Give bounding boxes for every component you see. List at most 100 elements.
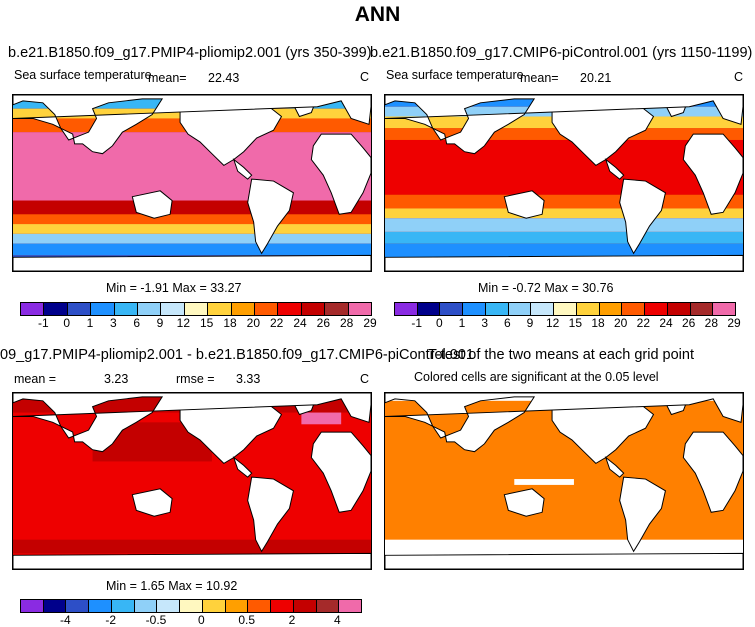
colorbar-tick-label: 29: [363, 316, 377, 330]
colorbar-tick-label: 0: [197, 613, 205, 627]
colorbar-tick-label: 26: [316, 316, 331, 330]
colorbar-swatch: [713, 303, 736, 315]
colorbar-tick-label: 24: [293, 316, 307, 330]
min-max-label: Min = -1.91 Max = 33.27: [106, 281, 242, 295]
colorbar-tick-label: 20: [246, 316, 261, 330]
colorbar-abs-1: [20, 302, 372, 316]
colorbar-swatch: [43, 600, 67, 612]
min-max-label: Min = 1.65 Max = 10.92: [106, 579, 238, 593]
mean-label: mean=: [520, 71, 559, 85]
colorbar-swatch: [576, 303, 600, 315]
colorbar-swatch: [44, 303, 68, 315]
colorbar-tick-label: 3: [481, 316, 488, 330]
rmse-label: rmse =: [176, 372, 215, 386]
colorbar-tick-label: 6: [133, 316, 140, 330]
colorbar-tick-label: 22: [269, 316, 284, 330]
units-label: C: [360, 70, 370, 84]
colorbar-swatch: [293, 600, 317, 612]
colorbar-swatch: [161, 303, 185, 315]
colorbar-tick-label: 9: [526, 316, 534, 330]
colorbar-swatch: [278, 303, 302, 315]
colorbar-swatch: [134, 600, 158, 612]
colorbar-tick-label: 29: [727, 316, 741, 330]
colorbar-swatch: [208, 303, 232, 315]
colorbar-swatch: [440, 303, 464, 315]
colorbar-tick-label: -0.5: [145, 613, 167, 627]
colorbar-tick-label: 18: [223, 316, 237, 330]
colorbar-swatch: [225, 600, 249, 612]
colorbar-tick-label: 3: [109, 316, 117, 330]
colorbar-swatch: [184, 303, 209, 315]
colorbar-swatch: [463, 303, 486, 315]
mean-label: mean=: [148, 71, 187, 85]
colorbar-tick-label: -1: [37, 316, 49, 330]
colorbar-tick-label: 24: [659, 316, 673, 330]
colorbar-tick-label: 2: [288, 613, 296, 627]
colorbar-tick-label: 0: [63, 316, 70, 330]
units-label: C: [360, 372, 370, 386]
variable-label: Sea surface temperature: [386, 68, 524, 82]
colorbar-tick-label: 28: [704, 316, 719, 330]
mean-value: 3.23: [104, 372, 129, 386]
mean-value: 22.43: [208, 71, 240, 85]
colorbar-tick-label: 15: [568, 316, 583, 330]
colorbar-swatch: [325, 303, 349, 315]
colorbar-swatch: [271, 600, 294, 612]
colorbar-swatch: [485, 303, 509, 315]
colorbar-diff: [20, 599, 362, 613]
colorbar-swatch: [508, 303, 532, 315]
colorbar-tick-label: 1: [458, 316, 466, 330]
colorbar-tick-label: 22: [636, 316, 651, 330]
colorbar-swatch: [91, 303, 115, 315]
colorbar-tick-label: 0: [435, 316, 443, 330]
colorbar-swatch: [157, 600, 181, 612]
colorbar-tick-label: 15: [199, 316, 214, 330]
colorbar-tick-label: 18: [591, 316, 605, 330]
colorbar-swatch: [348, 303, 372, 315]
sst-map-picontrol: [384, 94, 744, 272]
min-max-label: Min = -0.72 Max = 30.76: [478, 281, 614, 295]
colorbar-swatch: [417, 303, 441, 315]
sst-map-pliomip: [12, 94, 372, 272]
colorbar-tick-label: 6: [503, 316, 511, 330]
colorbar-swatch: [531, 303, 555, 315]
panel-title-difference: 09_g17.PMIP4-pliomip2.001 - b.e21.B1850.…: [0, 347, 474, 363]
colorbar-tick-label: -4: [59, 613, 71, 627]
colorbar-tick-label: -2: [105, 613, 116, 627]
colorbar-swatch: [690, 303, 714, 315]
panel-title-ttest: T-test of the two means at each grid poi…: [428, 347, 694, 363]
colorbar-swatch: [66, 600, 90, 612]
significance-subtitle: Colored cells are significant at the 0.0…: [414, 370, 659, 384]
colorbar-swatch: [202, 600, 226, 612]
colorbar-swatch: [21, 600, 44, 612]
colorbar-swatch: [645, 303, 668, 315]
colorbar-swatch: [667, 303, 691, 315]
panel-title-picontrol: b.e21.B1850.f09_g17.CMIP6-piControl.001 …: [370, 45, 753, 61]
colorbar-swatch: [231, 303, 256, 315]
colorbar-swatch: [395, 303, 418, 315]
colorbar-tick-label: 1: [86, 316, 94, 330]
colorbar-tick-label: -1: [411, 316, 422, 330]
colorbar-swatch: [111, 600, 135, 612]
colorbar-swatch: [255, 303, 279, 315]
colorbar-tick-label: 20: [613, 316, 628, 330]
rmse-value: 3.33: [236, 372, 261, 386]
units-label: C: [734, 70, 744, 84]
colorbar-tick-label: 12: [176, 316, 191, 330]
colorbar-tick-label: 26: [681, 316, 696, 330]
colorbar-swatch: [21, 303, 45, 315]
colorbar-swatch: [554, 303, 577, 315]
colorbar-swatch: [599, 303, 623, 315]
colorbar-swatch: [114, 303, 139, 315]
colorbar-tick-label: 9: [156, 316, 164, 330]
colorbar-swatch: [89, 600, 112, 612]
panel-title-pliomip: b.e21.B1850.f09_g17.PMIP4-pliomip2.001 (…: [8, 45, 372, 61]
variable-label: Sea surface temperature: [14, 68, 152, 82]
colorbar-swatch: [248, 600, 272, 612]
colorbar-tick-label: 4: [333, 613, 341, 627]
colorbar-swatch: [622, 303, 646, 315]
colorbar-swatch: [180, 600, 203, 612]
colorbar-swatch: [301, 303, 326, 315]
colorbar-swatch: [67, 303, 92, 315]
colorbar-swatch: [339, 600, 362, 612]
